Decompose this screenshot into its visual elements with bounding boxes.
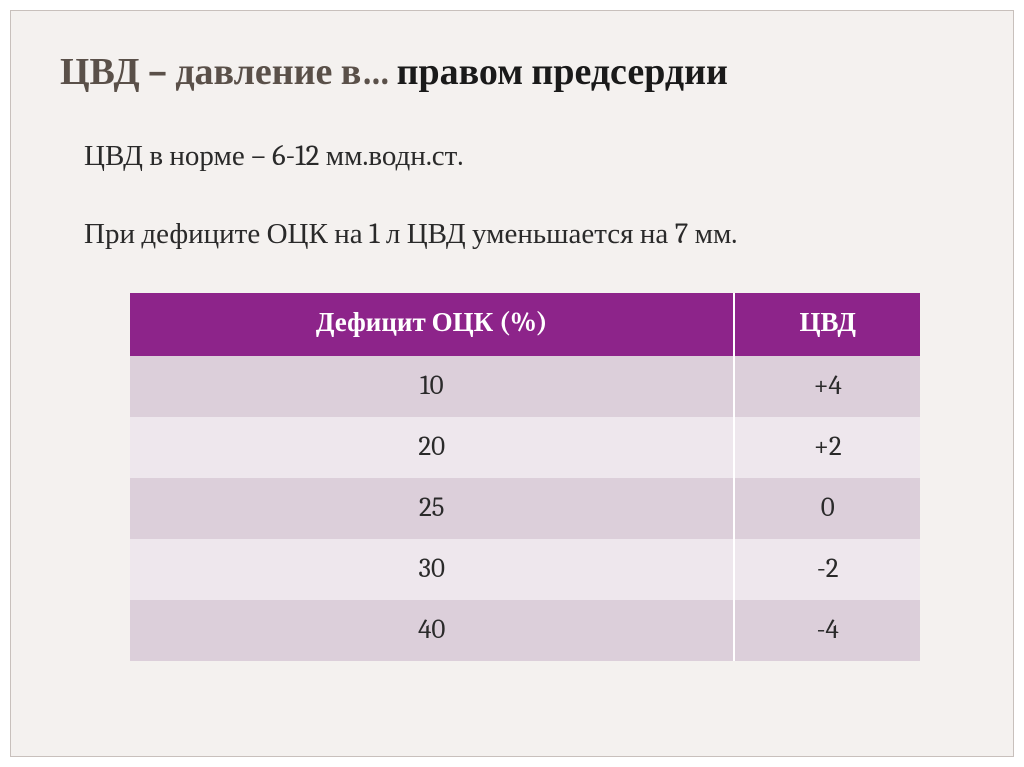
table-row: 30 -2 xyxy=(130,539,920,600)
cell-cvd: -4 xyxy=(734,600,920,661)
title-answer: правом предсердии xyxy=(397,50,728,94)
body-line-2: При дефиците ОЦК на 1 л ЦВД уменьшается … xyxy=(84,216,964,254)
title-prefix: ЦВД – давление в… xyxy=(60,50,391,94)
cell-deficit: 10 xyxy=(130,356,734,417)
deficit-table: Дефицит ОЦК (%) ЦВД 10 +4 20 +2 25 0 xyxy=(130,293,920,661)
cell-cvd: 0 xyxy=(734,478,920,539)
table-row: 40 -4 xyxy=(130,600,920,661)
cell-cvd: +2 xyxy=(734,417,920,478)
body-line-1: ЦВД в норме – 6-12 мм.водн.ст. xyxy=(84,138,964,176)
cell-deficit: 30 xyxy=(130,539,734,600)
cell-cvd: -2 xyxy=(734,539,920,600)
table-header-row: Дефицит ОЦК (%) ЦВД xyxy=(130,293,920,356)
slide-frame: ЦВД – давление в… правом предсердии ЦВД … xyxy=(0,0,1024,767)
col-header-cvd: ЦВД xyxy=(734,293,920,356)
slide: ЦВД – давление в… правом предсердии ЦВД … xyxy=(10,10,1014,757)
table-row: 25 0 xyxy=(130,478,920,539)
cell-deficit: 20 xyxy=(130,417,734,478)
table-row: 10 +4 xyxy=(130,356,920,417)
col-header-deficit: Дефицит ОЦК (%) xyxy=(130,293,734,356)
cell-cvd: +4 xyxy=(734,356,920,417)
cell-deficit: 25 xyxy=(130,478,734,539)
cell-deficit: 40 xyxy=(130,600,734,661)
slide-title: ЦВД – давление в… правом предсердии xyxy=(60,50,964,94)
table-row: 20 +2 xyxy=(130,417,920,478)
